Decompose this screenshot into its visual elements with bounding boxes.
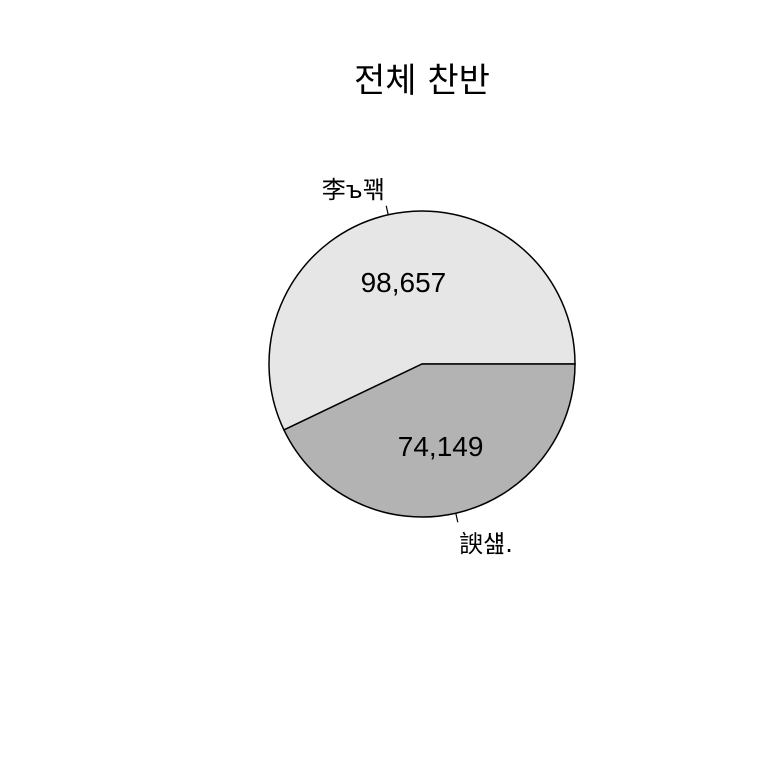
slice-category-label-2: 諛섎.	[459, 530, 513, 558]
slice-category-label-1: 李ъ꽦	[322, 176, 385, 204]
slice-leader-line-1	[385, 205, 389, 215]
slice-value-label-1: 98,657	[361, 267, 447, 298]
pie-slice-2	[282, 363, 576, 518]
chart-title: 전체 찬반	[354, 61, 490, 101]
slice-value-label-2: 74,149	[398, 431, 484, 462]
slice-leader-line-2	[455, 513, 459, 523]
pie-labels: 98,657 李ъ꽦 74,149 諛섎.	[322, 176, 513, 558]
pie-slices	[268, 210, 576, 518]
